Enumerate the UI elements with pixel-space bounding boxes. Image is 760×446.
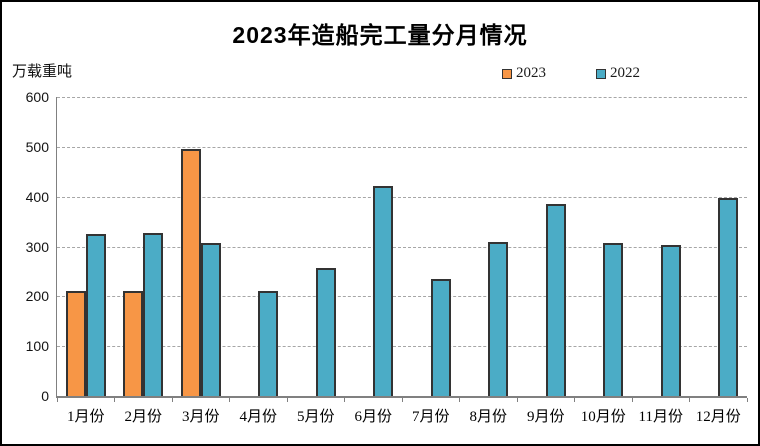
y-axis-unit-label: 万载重吨 xyxy=(12,64,73,80)
bar-2022-5月份 xyxy=(315,267,336,396)
bar-2023-3月份 xyxy=(180,149,201,396)
bar-2022-3月份 xyxy=(200,243,221,396)
x-axis-tick xyxy=(229,398,230,402)
x-axis-label-4月份: 4月份 xyxy=(239,409,277,425)
y-axis-tick-label-0: 0 xyxy=(41,388,49,404)
gridline-100 xyxy=(57,346,747,348)
bar-2022-12月份 xyxy=(718,198,739,396)
y-axis-tick-label-600: 600 xyxy=(25,89,49,105)
x-axis-label-6月份: 6月份 xyxy=(354,409,392,425)
x-axis-label-8月份: 8月份 xyxy=(469,409,507,425)
legend-item-2022: 2022 xyxy=(596,65,640,82)
x-axis-tick xyxy=(344,398,345,402)
x-axis-tick xyxy=(401,398,403,402)
x-axis-label-3月份: 3月份 xyxy=(181,409,220,425)
bar-2022-10月份 xyxy=(603,242,624,396)
x-axis-tick xyxy=(114,398,115,402)
x-axis-label-12月份: 12月份 xyxy=(695,409,741,425)
bar-2023-1月份 xyxy=(65,291,86,396)
chart-title: 2023年造船完工量分月情况 xyxy=(232,22,528,48)
x-axis-label-9月份: 9月份 xyxy=(526,409,565,425)
y-axis-tick-label-300: 300 xyxy=(25,238,49,255)
y-axis-tick-label-100: 100 xyxy=(25,338,49,355)
x-axis-tick xyxy=(631,398,633,402)
x-axis-tick xyxy=(56,398,58,402)
gridline-600 xyxy=(57,97,747,98)
bar-2022-8月份 xyxy=(488,241,509,396)
bar-2022-4月份 xyxy=(258,291,279,396)
x-axis-label-7月份: 7月份 xyxy=(411,409,450,425)
x-axis-tick xyxy=(459,398,460,402)
plot-area: 0 100 200 300 400 500 600 1月份 2月份 3月份 4月份 5月份 6月份 7月份… xyxy=(26,89,748,425)
legend-label-2023: 2023 xyxy=(516,65,546,81)
legend-label-2022: 2022 xyxy=(610,65,640,81)
legend-swatch-2023-icon xyxy=(502,68,512,79)
y-axis-tick-label-400: 400 xyxy=(25,188,49,205)
gridline-300 xyxy=(57,246,747,248)
legend-swatch-2022-icon xyxy=(596,68,606,79)
y-axis-tick-label-200: 200 xyxy=(25,288,49,305)
bar-2022-6月份 xyxy=(373,186,394,396)
x-axis-label-2月份: 2月份 xyxy=(124,409,162,425)
x-axis-tick xyxy=(171,398,173,402)
bar-2022-7月份 xyxy=(430,278,451,396)
x-axis-tick xyxy=(516,398,518,402)
x-axis-tick xyxy=(689,398,690,402)
bar-2022-2月份 xyxy=(143,233,164,396)
y-axis-tick-label-500: 500 xyxy=(25,138,49,155)
gridline-200 xyxy=(57,296,747,298)
x-axis-label-11月份: 11月份 xyxy=(638,409,683,425)
x-axis-label-5月份: 5月份 xyxy=(296,409,335,425)
gridline-400 xyxy=(57,196,747,198)
x-axis-label-1月份: 1月份 xyxy=(66,409,105,425)
bar-2023-2月份 xyxy=(123,291,144,396)
bar-2022-9月份 xyxy=(545,203,566,396)
x-axis-tick xyxy=(574,398,575,402)
x-axis-tick xyxy=(746,398,748,402)
gridline-500 xyxy=(57,146,747,148)
x-axis-label-10月份: 10月份 xyxy=(580,409,626,425)
x-axis-tick xyxy=(286,398,288,402)
bar-2022-1月份 xyxy=(85,234,106,396)
legend-item-2023: 2023 xyxy=(502,65,546,82)
bar-2022-11月份 xyxy=(660,244,681,396)
